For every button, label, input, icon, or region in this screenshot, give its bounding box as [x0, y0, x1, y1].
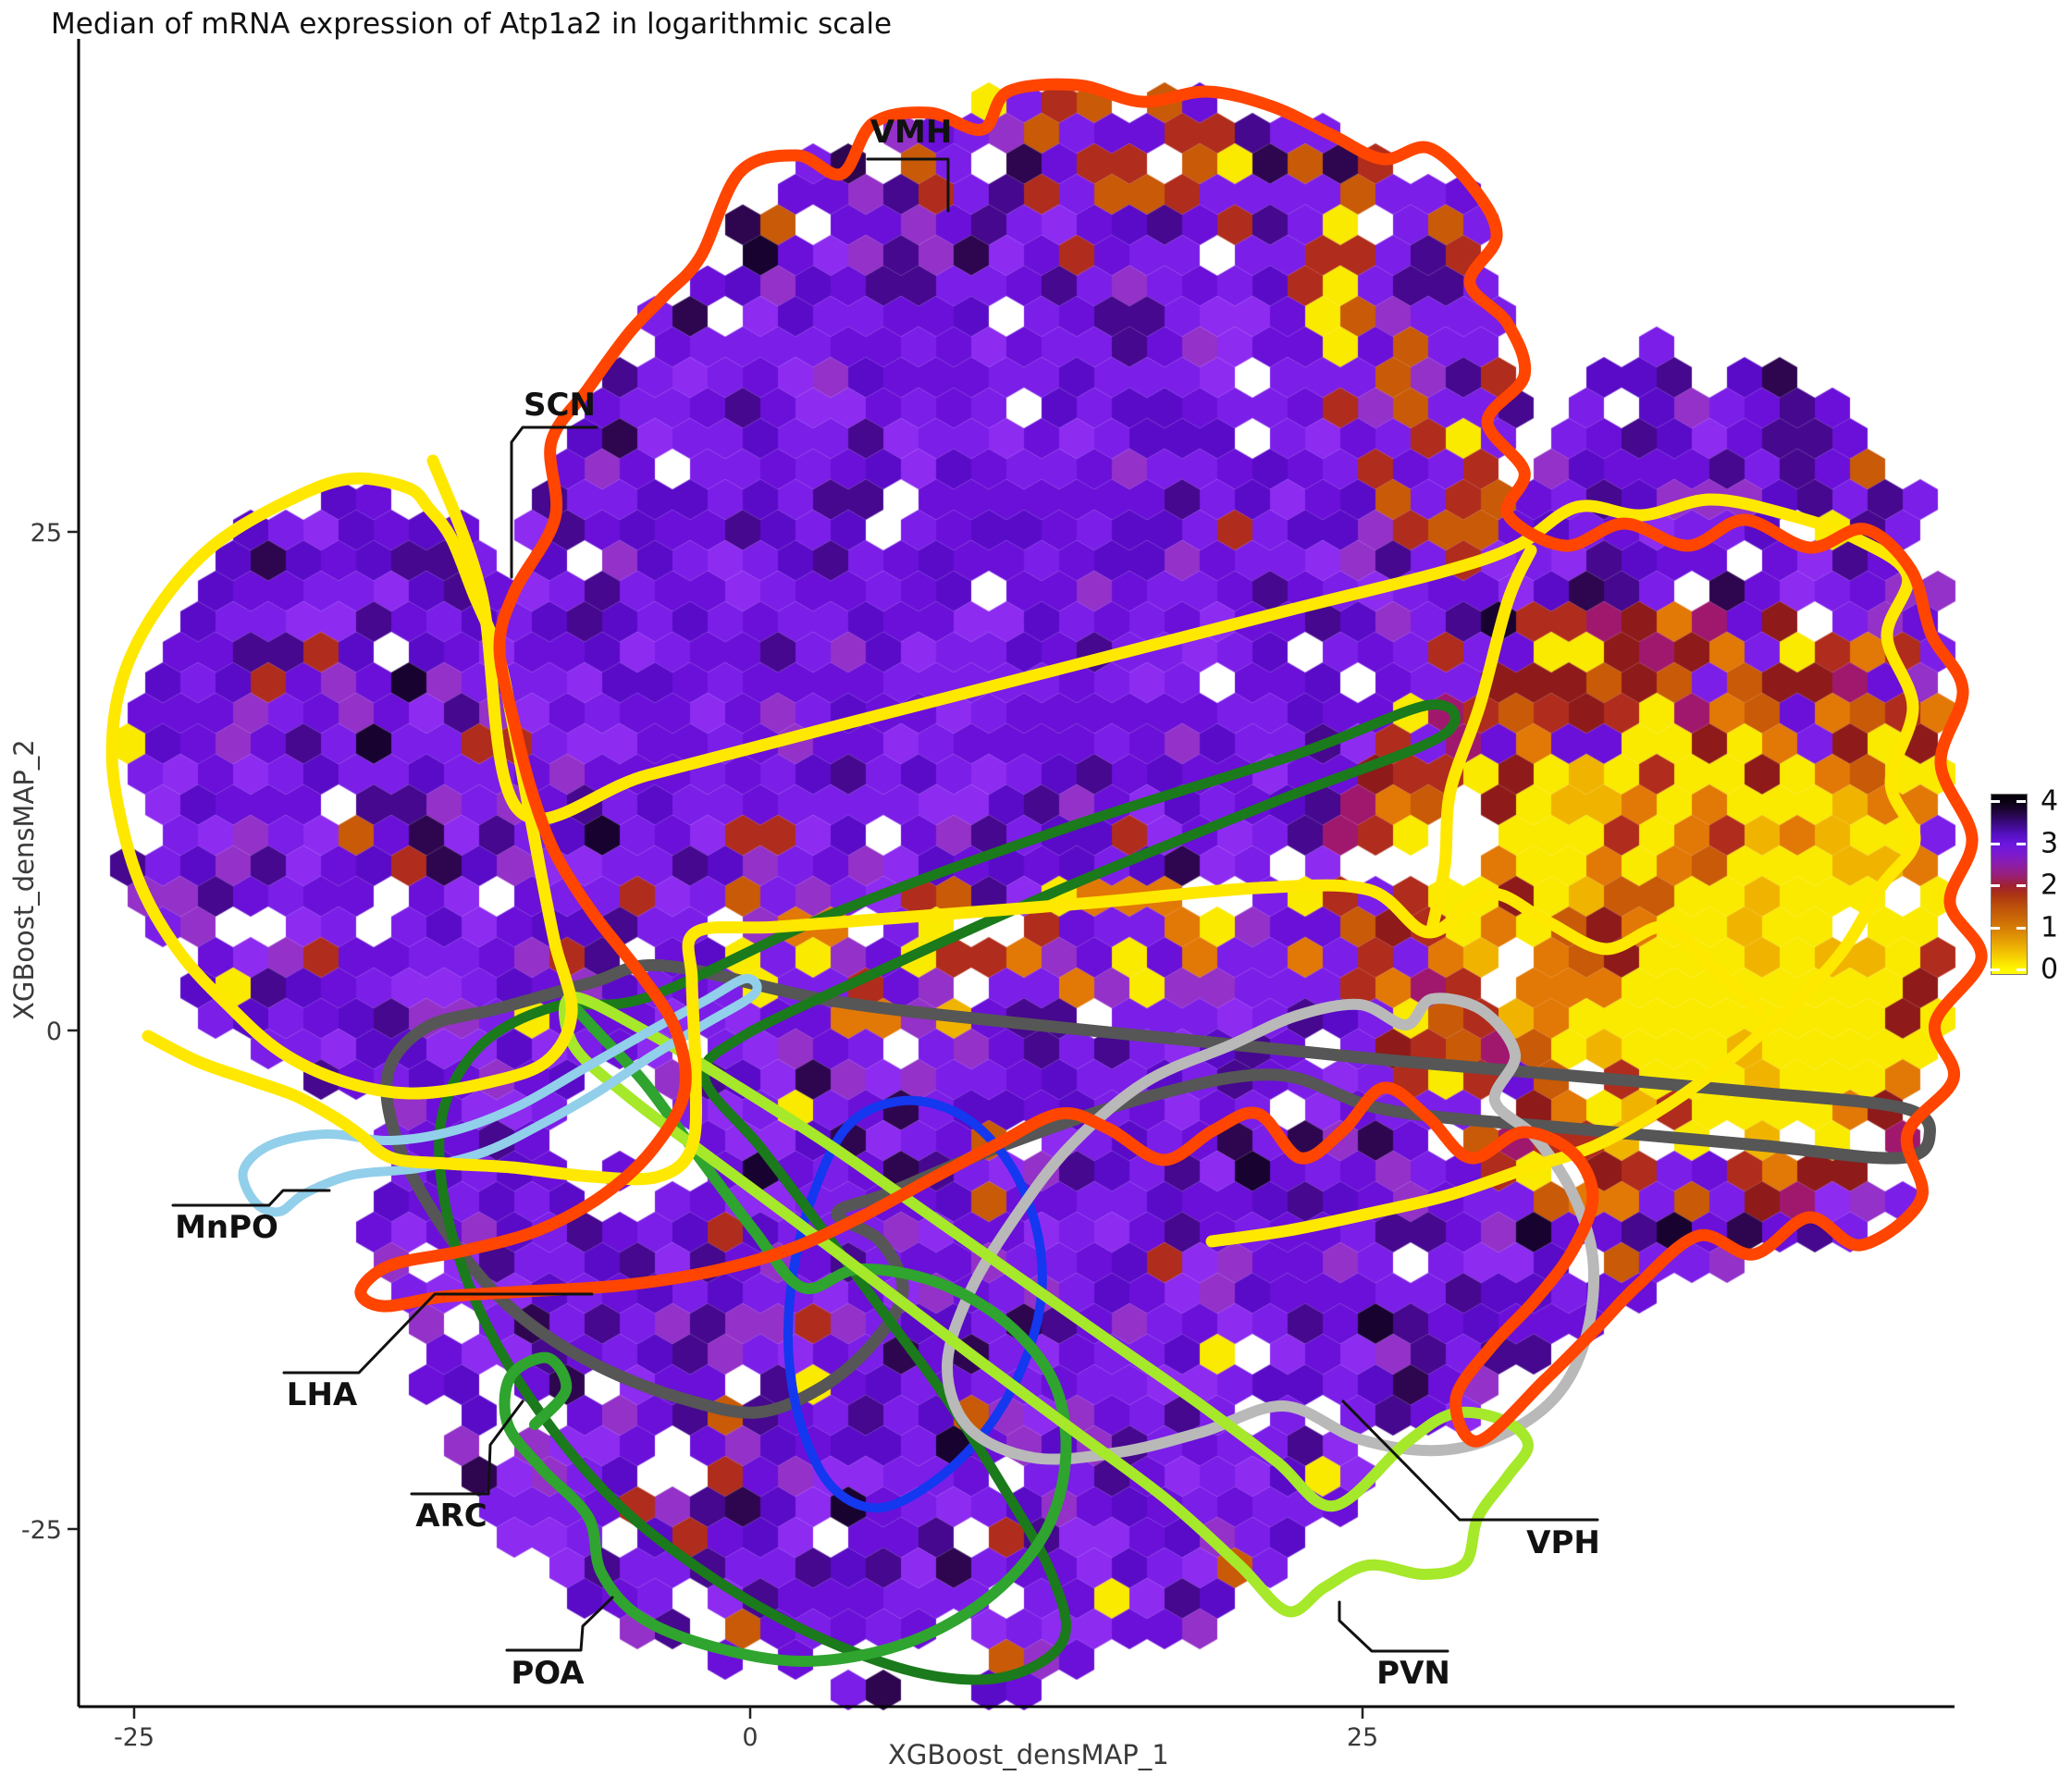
annotation-leader-scn: [510, 426, 598, 579]
colorbar-tick: [2016, 968, 2026, 971]
x-axis-tick-label: 25: [1347, 1723, 1378, 1752]
y-axis-label: XGBoost_densMAP_2: [8, 739, 40, 1020]
colorbar-tick: [1991, 884, 2000, 887]
region-outline-scn-band-bottom: [142, 879, 1766, 1186]
annotation-label-vmh: VMH: [870, 114, 953, 151]
annotation-label-vph: VPH: [1526, 1524, 1600, 1561]
x-axis-tick-label: -25: [114, 1723, 154, 1752]
colorbar-tick: [2016, 926, 2026, 930]
chart-title: Median of mRNA expression of Atp1a2 in l…: [51, 7, 893, 41]
colorbar-tick: [1991, 926, 2000, 930]
annotation-leader-mnpo: [171, 1189, 331, 1207]
colorbar-tick: [2016, 800, 2026, 803]
y-axis-tick-label: -25: [21, 1516, 62, 1545]
annotation-leader-vph: [1341, 1400, 1599, 1522]
x-axis-label: XGBoost_densMAP_1: [888, 1739, 1169, 1770]
colorbar-tick: [1991, 842, 2000, 845]
colorbar-tick: [2016, 884, 2026, 887]
colorbar-tick: [1991, 800, 2000, 803]
annotation-leader-lha: [282, 1292, 594, 1375]
colorbar-tick: [1991, 968, 2000, 971]
annotation-label-pvn: PVN: [1376, 1655, 1450, 1692]
region-outline-arc: [499, 1003, 1072, 1668]
x-axis-tick-label: 0: [742, 1723, 758, 1752]
annotation-leader-pvn: [1338, 1600, 1449, 1653]
annotation-leader-vmh: [866, 157, 950, 213]
annotation-leader-arc: [410, 1400, 524, 1496]
colorbar-tick-label: 4: [2041, 784, 2059, 818]
colorbar-tick-label: 2: [2041, 869, 2059, 902]
colorbar-tick-label: 3: [2041, 827, 2059, 859]
region-outline-vmh: [354, 78, 1988, 1448]
colorbar-tick-label: 0: [2041, 953, 2059, 986]
region-outline-poa: [434, 699, 1461, 1685]
region-outline-scn-band-top: [426, 454, 1921, 1248]
annotation-label-mnpo: MnPO: [175, 1209, 278, 1246]
annotation-label-poa: POA: [511, 1655, 585, 1692]
annotation-leader-poa: [505, 1596, 614, 1652]
colorbar-tick: [2016, 842, 2026, 845]
region-outline-pvn: [558, 991, 1534, 1618]
region-outline-scn-hot-left: [1425, 544, 1537, 936]
y-axis-tick-label: 25: [31, 519, 62, 548]
annotation-label-scn: SCN: [524, 387, 596, 424]
y-axis-tick-label: 0: [46, 1018, 62, 1046]
colorbar-tick-label: 1: [2041, 911, 2059, 944]
annotation-label-arc: ARC: [415, 1498, 487, 1535]
region-outline-blue: [783, 1095, 1047, 1513]
region-outline-lha: [380, 958, 1936, 1419]
annotation-label-lha: LHA: [287, 1376, 358, 1413]
